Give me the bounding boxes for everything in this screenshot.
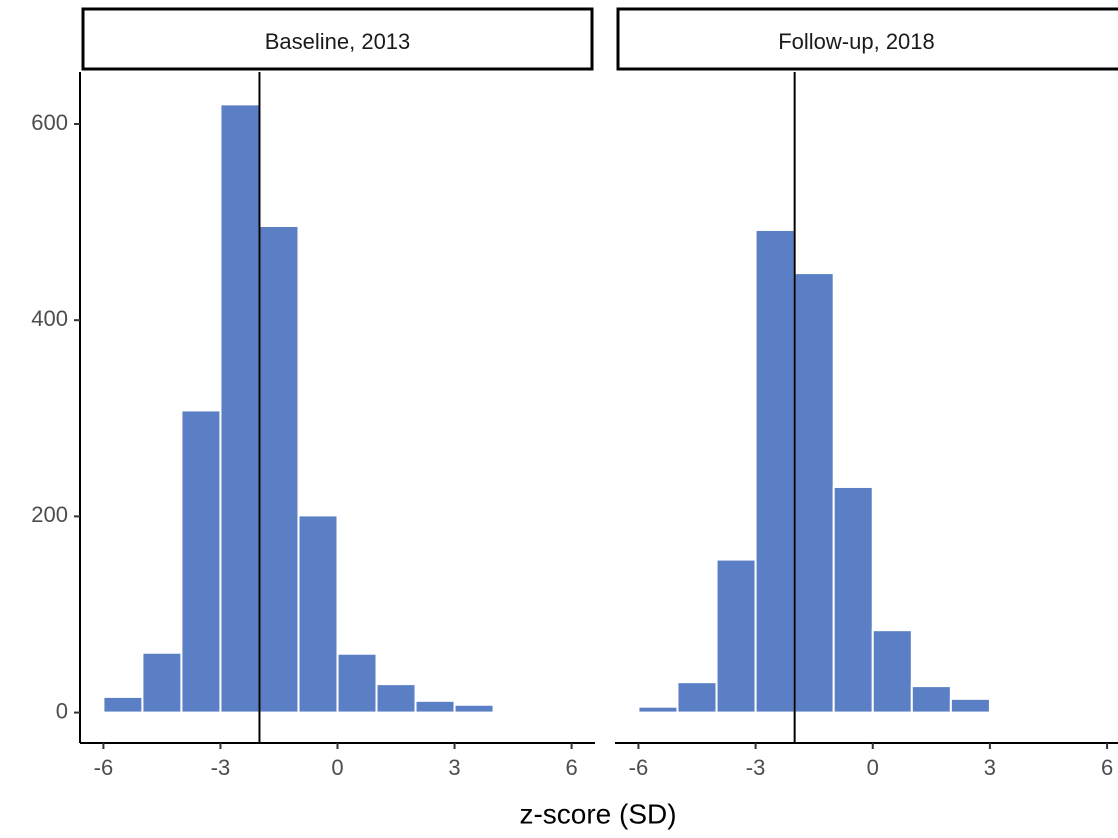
y-tick-label: 400 [31,306,68,331]
bar [258,225,300,714]
bar [832,485,874,714]
x-tick-label: 6 [1101,755,1113,780]
strip-label: Follow-up, 2018 [778,29,935,54]
x-tick-label: -6 [94,755,114,780]
bar [871,629,913,714]
x-tick-label: -3 [746,755,766,780]
y-tick-label: 600 [31,110,68,135]
x-axis-label: z-score (SD) [519,798,676,829]
strip-box [81,7,594,71]
bar [637,705,679,714]
x-tick-label: 3 [448,755,460,780]
bar [375,683,417,714]
bar [102,695,144,714]
bar [715,558,757,714]
x-tick-label: 3 [984,755,996,780]
x-tick-label: 6 [565,755,577,780]
y-tick-label: 200 [31,502,68,527]
x-tick-label: 0 [331,755,343,780]
bar [676,681,718,714]
bar [453,703,495,714]
x-tick-label: -3 [211,755,231,780]
bar [297,514,339,714]
bar [754,228,796,714]
x-tick-label: 0 [867,755,879,780]
bar [141,651,183,714]
strip-label: Baseline, 2013 [265,29,411,54]
bar [414,699,456,714]
bar [793,272,835,714]
strip-box [616,7,1118,71]
y-tick-label: 0 [56,698,68,723]
bar [910,685,952,714]
x-tick-label: -6 [629,755,649,780]
bar [180,409,222,714]
bar [949,697,991,714]
bar [336,652,378,714]
bar [219,103,261,714]
